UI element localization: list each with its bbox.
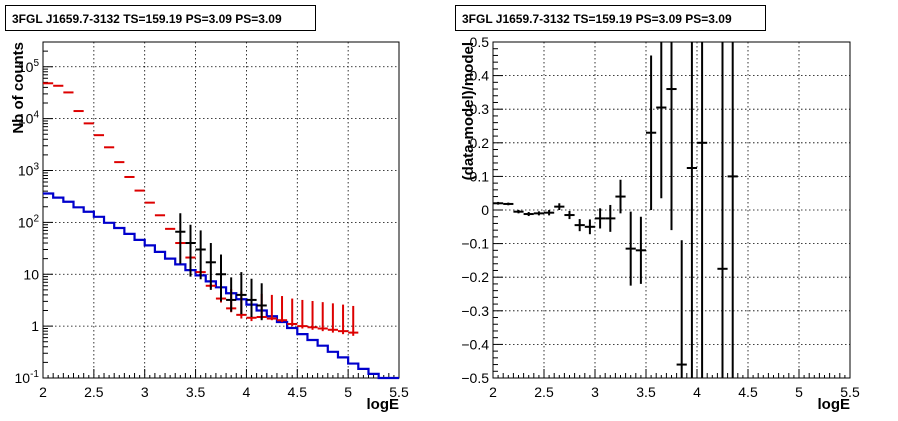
x-tick-label: 3 — [591, 384, 599, 400]
y-tick-label: 1 — [31, 318, 39, 334]
x-tick-label: 5.5 — [389, 384, 409, 400]
y-tick-label: −0.2 — [461, 269, 489, 285]
residuals-plot-title: 3FGL J1659.7-3132 TS=159.19 PS=3.09 PS=3… — [455, 5, 766, 31]
y-tick-label: −0.1 — [461, 236, 489, 252]
x-tick-label: 2.5 — [84, 384, 104, 400]
y-tick-label: 0.1 — [470, 168, 490, 184]
y-tick-label: 103 — [18, 162, 40, 179]
y-axis-label: Nb of counts — [10, 42, 27, 134]
counts-plot: 2 2.5 3 3.5 4 4.5 5 5.5 10-1 1 10 102 103 104 105 logE N… — [10, 41, 409, 413]
x-tick-label: 4 — [243, 384, 251, 400]
y-tick-label: −0.5 — [461, 370, 489, 386]
x-tick-label: 5 — [795, 384, 803, 400]
counts-plot-title: 3FGL J1659.7-3132 TS=159.19 PS=3.09 PS=3… — [5, 5, 316, 31]
x-axis-label: logE — [818, 396, 851, 413]
x-tick-label: 5 — [344, 384, 352, 400]
y-tick-label: 0.3 — [470, 101, 490, 117]
y-tick-label: 10-1 — [15, 369, 40, 386]
x-tick-label: 2 — [489, 384, 497, 400]
y-tick-label: −0.3 — [461, 303, 489, 319]
y-tick-label: 0 — [481, 202, 489, 218]
x-tick-label: 3.5 — [636, 384, 656, 400]
counts-panel: 2 2.5 3 3.5 4 4.5 5 5.5 10-1 1 10 102 103 104 105 logE N… — [5, 5, 409, 413]
y-tick-label: 104 — [18, 110, 40, 127]
residuals-plot: 2 2.5 3 3.5 4 4.5 5 5.5 −0.5 −0.4 −0.3 −0.2 −0.1 0 0.1… — [460, 34, 860, 413]
x-tick-label: 4 — [693, 384, 701, 400]
x-axis-label: logE — [367, 396, 400, 413]
x-tick-label: 4.5 — [738, 384, 758, 400]
model-step-line — [43, 192, 399, 380]
y-tick-label: −0.4 — [461, 336, 489, 352]
y-tick-label: 0.5 — [470, 34, 490, 50]
x-tick-label: 3.5 — [186, 384, 206, 400]
y-tick-label: 10 — [23, 266, 39, 282]
y-axis-label: (data-model)/model — [460, 42, 477, 180]
x-tick-label: 2 — [39, 384, 47, 400]
y-tick-label: 0.2 — [470, 135, 490, 151]
x-tick-label: 4.5 — [288, 384, 308, 400]
x-tick-label: 5.5 — [840, 384, 860, 400]
residuals-panel: 2 2.5 3 3.5 4 4.5 5 5.5 −0.5 −0.4 −0.3 −0.2 −0.1 0 0.1… — [449, 0, 898, 421]
x-tick-label: 2.5 — [534, 384, 554, 400]
y-tick-label: 0.4 — [470, 68, 490, 84]
x-tick-label: 3 — [141, 384, 149, 400]
y-tick-label: 105 — [18, 58, 40, 75]
plot-frame — [42, 41, 400, 379]
y-tick-label: 102 — [18, 213, 40, 230]
